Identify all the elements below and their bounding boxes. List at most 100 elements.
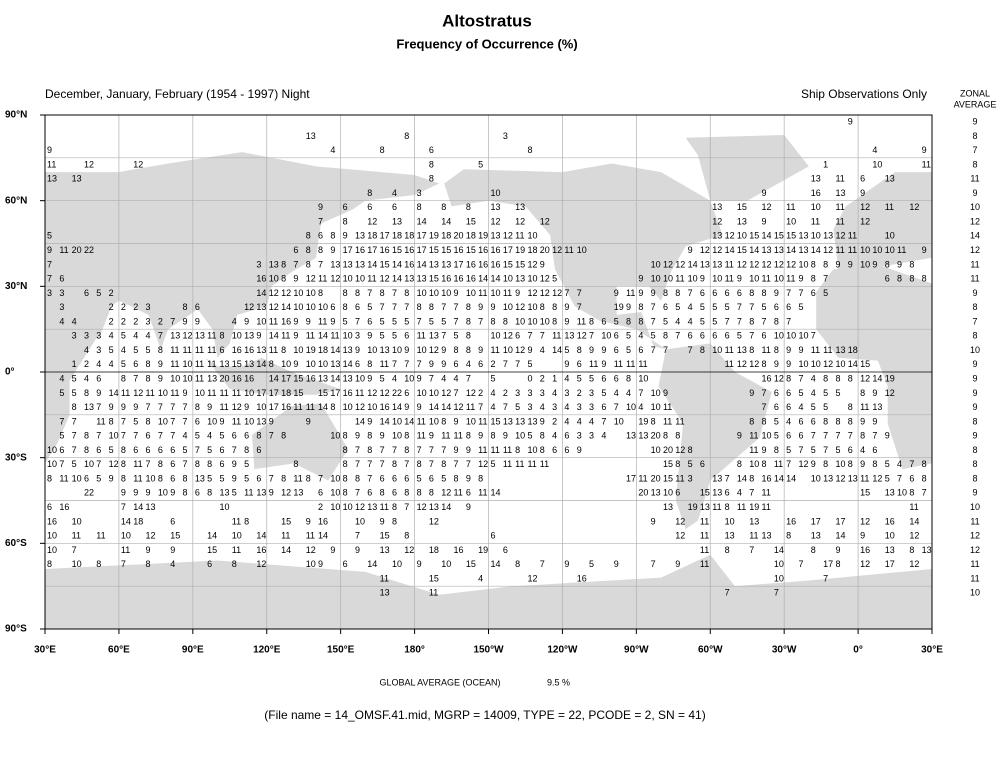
cell-value: 8	[811, 274, 816, 284]
cell-value: 6	[380, 473, 385, 483]
cell-value: 7	[355, 445, 360, 455]
cell-value: 20	[663, 445, 673, 455]
cell-value: 8	[207, 488, 212, 498]
cell-value: 16	[318, 516, 328, 526]
cell-value: 7	[355, 488, 360, 498]
cell-value: 13	[343, 374, 353, 384]
cell-value: 2	[491, 359, 496, 369]
cell-value: 10	[47, 545, 57, 555]
cell-value: 6	[84, 473, 89, 483]
cell-value: 6	[207, 559, 212, 569]
cell-value: 8	[109, 416, 114, 426]
zonal-value: 11	[970, 559, 979, 569]
cell-value: 11	[749, 431, 758, 441]
cell-value: 8	[466, 202, 471, 212]
cell-value: 11	[429, 588, 438, 598]
cell-value: 12	[540, 274, 550, 284]
cell-value: 6	[146, 431, 151, 441]
cell-value: 8	[293, 459, 298, 469]
cell-value: 3	[527, 388, 532, 398]
cell-value: 10	[897, 488, 907, 498]
cell-value: 9	[343, 231, 348, 241]
cell-value: 5	[577, 374, 582, 384]
cell-value: 7	[417, 359, 422, 369]
global-value: 9.5 %	[547, 677, 570, 687]
cell-value: 5	[811, 402, 816, 412]
cell-value: 8	[823, 259, 828, 269]
cell-value: 14	[367, 259, 377, 269]
cell-value: 9	[417, 402, 422, 412]
cell-value: 9	[355, 431, 360, 441]
cell-value: 7	[454, 459, 459, 469]
cell-value: 10	[269, 274, 279, 284]
cell-value: 5	[429, 316, 434, 326]
cell-value: 8	[909, 545, 914, 555]
cell-value: 13	[306, 131, 316, 141]
cell-value: 5	[478, 159, 483, 169]
cell-value: 8	[330, 402, 335, 412]
cell-value: 7	[454, 388, 459, 398]
cell-value: 8	[552, 302, 557, 312]
cell-value: 8	[885, 259, 890, 269]
cell-value: 16	[281, 316, 291, 326]
cell-value: 11	[823, 345, 832, 355]
cell-value: 13	[823, 231, 833, 241]
cell-value: 9	[330, 316, 335, 326]
cell-value: 6	[811, 288, 816, 298]
cell-value: 13	[885, 174, 895, 184]
cell-value: 14	[269, 374, 279, 384]
cell-value: 5	[527, 359, 532, 369]
cell-value: 11	[478, 288, 487, 298]
cell-value: 8	[96, 559, 101, 569]
cell-value: 9	[380, 516, 385, 526]
cell-value: 6	[909, 473, 914, 483]
cell-value: 14	[441, 402, 451, 412]
cell-value: 15	[441, 245, 451, 255]
cell-value: 10	[392, 559, 402, 569]
cell-value: 4	[786, 416, 791, 426]
cell-value: 9	[872, 388, 877, 398]
cell-value: 9	[564, 316, 569, 326]
cell-value: 13	[491, 202, 501, 212]
cell-value: 5	[700, 316, 705, 326]
cell-value: 10	[293, 345, 303, 355]
cell-value: 6	[367, 202, 372, 212]
cell-value: 5	[675, 302, 680, 312]
cell-value: 9	[922, 245, 927, 255]
cell-value: 5	[404, 316, 409, 326]
cell-value: 4	[392, 374, 397, 384]
cell-value: 8	[909, 488, 914, 498]
cell-value: 12	[527, 259, 537, 269]
cell-value: 12	[762, 202, 772, 212]
cell-value: 8	[429, 302, 434, 312]
cell-value: 2	[84, 359, 89, 369]
cell-value: 10	[318, 302, 328, 312]
lon-tick-label: 60°W	[698, 645, 723, 656]
cell-value: 9	[786, 359, 791, 369]
cell-value: 11	[675, 274, 684, 284]
cell-value: 6	[343, 559, 348, 569]
cell-value: 11	[848, 231, 857, 241]
cell-value: 12	[109, 459, 119, 469]
cell-value: 10	[811, 473, 821, 483]
cell-value: 9	[318, 202, 323, 212]
cell-value: 9	[478, 345, 483, 355]
cell-value: 7	[318, 473, 323, 483]
cell-value: 7	[355, 316, 360, 326]
cell-value: 16	[441, 274, 451, 284]
cell-value: 10	[651, 388, 661, 398]
cell-value: 7	[540, 559, 545, 569]
cell-value: 5	[725, 302, 730, 312]
cell-value: 13	[392, 216, 402, 226]
cell-value: 8	[725, 502, 730, 512]
cell-value: 12	[281, 488, 291, 498]
cell-value: 10	[503, 302, 513, 312]
zonal-value: 9	[972, 359, 977, 369]
cell-value: 6	[219, 445, 224, 455]
cell-value: 11	[306, 531, 315, 541]
lon-tick-label: 150°W	[473, 645, 504, 656]
cell-value: 4	[601, 431, 606, 441]
cell-value: 10	[170, 374, 180, 384]
cell-value: 10	[466, 416, 476, 426]
